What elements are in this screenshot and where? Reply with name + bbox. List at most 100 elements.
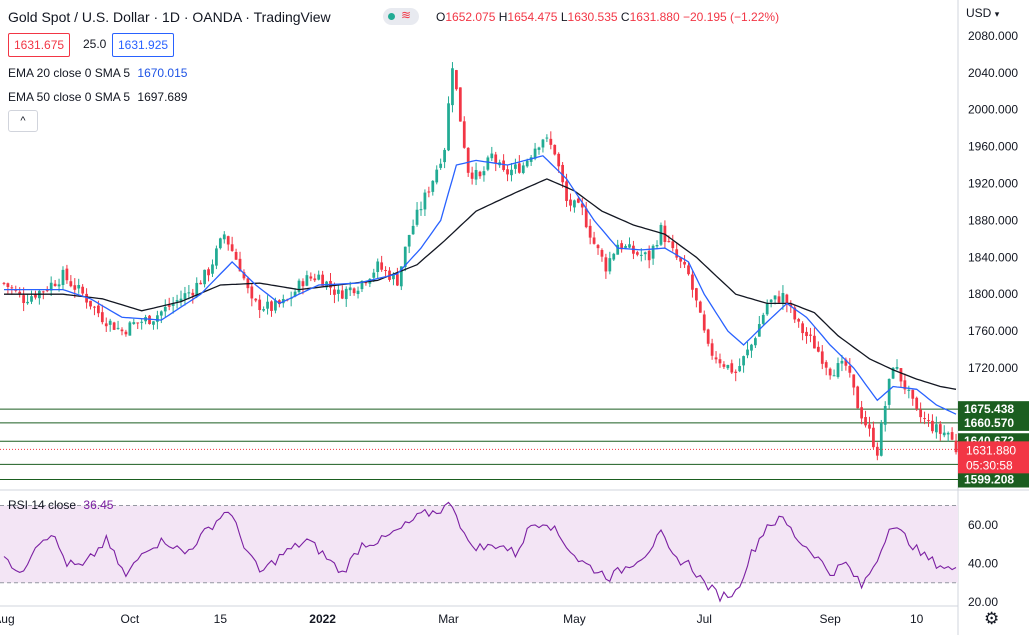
candle-body — [73, 285, 77, 290]
candle-body — [140, 321, 144, 323]
candle-body — [163, 306, 167, 312]
candle-body — [356, 290, 360, 295]
candle-body — [447, 103, 450, 151]
candle-body — [891, 367, 895, 379]
candle-body — [439, 163, 443, 168]
candle-body — [919, 409, 923, 418]
candle-body — [872, 427, 875, 448]
candle-body — [635, 252, 639, 255]
candle-body — [313, 278, 317, 281]
candle-body — [348, 287, 352, 291]
candle-body — [840, 360, 844, 364]
gear-icon[interactable]: ⚙ — [984, 609, 1000, 628]
candle-body — [761, 314, 765, 324]
candle-body — [777, 296, 781, 303]
symbol-status-pill[interactable]: ≋ — [383, 8, 419, 25]
high-value: 1654.475 — [507, 10, 558, 24]
candle-body — [946, 432, 950, 435]
candle-body — [832, 375, 836, 377]
candle-body — [490, 153, 494, 159]
ema50-legend[interactable]: EMA 50 close 0 SMA 5 1697.689 — [8, 90, 187, 104]
candle-body — [403, 246, 407, 267]
candle-body — [628, 244, 631, 248]
candle-body — [65, 268, 69, 281]
candle-body — [462, 121, 466, 148]
candle-body — [954, 440, 958, 453]
price-tick-label: 1920.000 — [968, 176, 1018, 190]
candle-body — [120, 329, 124, 332]
candle-body — [26, 301, 29, 304]
candle-body — [561, 164, 564, 183]
candle-body — [742, 356, 745, 366]
candle-body — [852, 374, 856, 388]
candle-body — [183, 293, 187, 300]
candle-body — [679, 257, 683, 262]
candle-body — [718, 359, 722, 364]
ema20-legend[interactable]: EMA 20 close 0 SMA 5 1670.015 — [8, 66, 187, 80]
candle-body — [199, 282, 203, 285]
candle-body — [600, 249, 604, 257]
price-tick-label: 2000.000 — [968, 103, 1018, 117]
collapse-legend-button[interactable]: ^ — [8, 110, 38, 132]
candle-body — [576, 198, 580, 203]
level-price-tag[interactable] — [958, 401, 1029, 418]
candle-body — [533, 148, 537, 159]
candle-body — [521, 165, 525, 173]
candle-body — [270, 301, 273, 311]
candle-body — [156, 315, 159, 322]
ema50-label: EMA 50 close 0 SMA 5 — [8, 90, 131, 104]
candle-body — [415, 209, 419, 225]
ohlc-readout: O1652.075 H1654.475 L1630.535 C1631.880 … — [436, 10, 780, 24]
candle-body — [97, 305, 100, 314]
candle-body — [77, 285, 81, 289]
candle-body — [195, 282, 199, 297]
candle-body — [868, 424, 871, 429]
currency-selector[interactable]: USD ▾ — [966, 6, 999, 20]
candle-body — [10, 287, 14, 289]
candle-body — [942, 432, 946, 436]
candle-body — [41, 291, 45, 293]
candle-body — [915, 397, 919, 409]
candle-body — [545, 137, 549, 139]
candle-body — [860, 407, 863, 419]
candle-body — [714, 357, 718, 360]
candle-body — [848, 365, 852, 373]
candle-body — [801, 323, 804, 334]
candle-body — [230, 244, 234, 251]
candle-body — [805, 331, 808, 337]
candle-body — [218, 238, 222, 249]
chevron-up-icon: ^ — [20, 115, 26, 127]
symbol-wave-icon: ≋ — [401, 8, 412, 22]
candle-body — [596, 245, 600, 249]
candle-body — [856, 386, 860, 409]
level-price-tag[interactable] — [958, 414, 1029, 431]
candle-body — [875, 446, 879, 456]
candle-body — [816, 346, 820, 352]
candle-body — [514, 164, 517, 169]
candle-body — [321, 274, 325, 286]
level-price-tag[interactable] — [958, 471, 1029, 488]
candle-body — [695, 288, 698, 301]
sell-price-button[interactable]: 1631.675 — [8, 33, 71, 57]
candle-body — [907, 389, 911, 391]
candle-body — [191, 292, 195, 296]
candle-body — [639, 254, 643, 256]
rsi-legend[interactable]: RSI 14 close 36.45 — [8, 498, 113, 512]
candle-body — [510, 169, 513, 176]
symbol-title: Gold Spot / U.S. Dollar · 1D · OANDA · T… — [8, 9, 331, 25]
candle-body — [69, 281, 73, 287]
candle-body — [773, 295, 777, 300]
candle-body — [789, 303, 793, 307]
candle-body — [419, 209, 423, 211]
candle-body — [923, 418, 926, 420]
candle-body — [455, 70, 458, 90]
buy-price-button[interactable]: 1631.925 — [112, 33, 175, 57]
price-tick-label: 2040.000 — [968, 66, 1018, 80]
candle-body — [211, 264, 214, 274]
candle-body — [458, 87, 462, 122]
candle-body — [604, 257, 608, 272]
candle-body — [336, 289, 340, 294]
candle-body — [828, 368, 832, 376]
time-tick-label: 10 — [910, 612, 924, 626]
